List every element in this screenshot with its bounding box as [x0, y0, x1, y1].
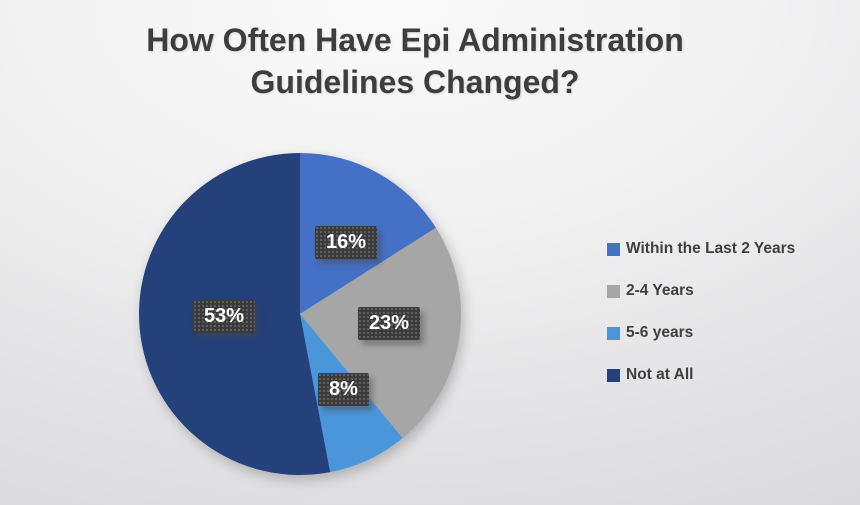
pie-data-label-slice-1: 23%	[358, 307, 421, 340]
legend-label: Within the Last 2 Years	[626, 240, 796, 257]
legend-swatch-icon	[607, 242, 620, 256]
legend-label: Not at All	[626, 366, 694, 383]
legend-swatch-icon	[607, 284, 620, 298]
legend-item: 2-4 Years	[607, 270, 795, 312]
legend-label: 5-6 years	[626, 324, 694, 341]
pie-data-label-slice-2: 8%	[318, 373, 369, 406]
legend-swatch-icon	[607, 368, 620, 382]
legend-item: Within the Last 2 Years	[607, 228, 795, 270]
legend-item: 5-6 years	[607, 312, 795, 354]
legend: Within the Last 2 Years 2-4 Years 5-6 ye…	[607, 228, 795, 396]
legend-label: 2-4 Years	[626, 282, 694, 299]
pie-data-label-slice-0: 16%	[315, 226, 378, 259]
pie-data-label-slice-3: 53%	[193, 300, 256, 333]
legend-swatch-icon	[607, 326, 620, 340]
chart-title: How Often Have Epi Administration Guidel…	[146, 22, 684, 100]
legend-item: Not at All	[607, 354, 795, 396]
